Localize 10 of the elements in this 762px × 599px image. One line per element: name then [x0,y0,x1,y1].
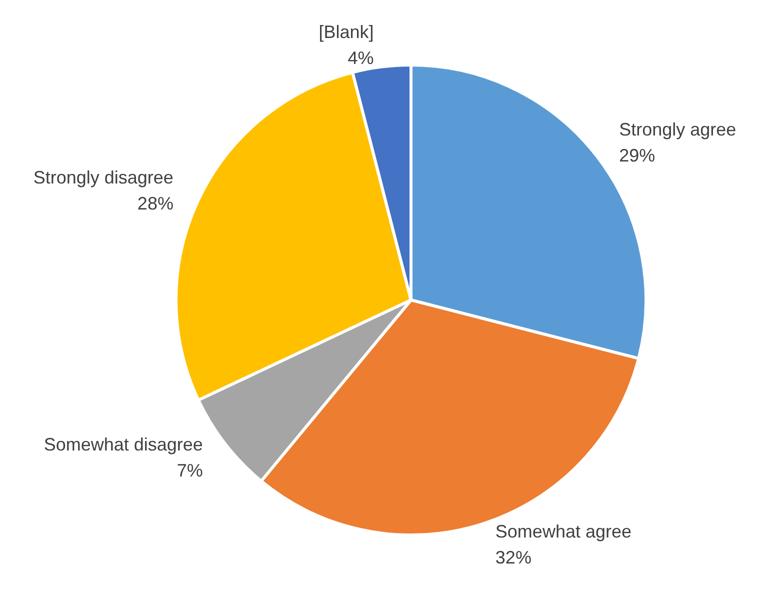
data-label: 4% [348,48,374,68]
slice-label: Somewhat disagree [44,434,203,455]
data-label: 28% [137,194,174,214]
data-label: 29% [619,145,656,166]
slice-label: Strongly disagree [33,168,174,188]
data-label: 7% [176,460,203,481]
slice-label: Somewhat agree [495,521,632,542]
data-label: 32% [495,547,532,568]
slice-label: Strongly agree [619,119,736,140]
slice-label: [Blank] [318,22,374,42]
